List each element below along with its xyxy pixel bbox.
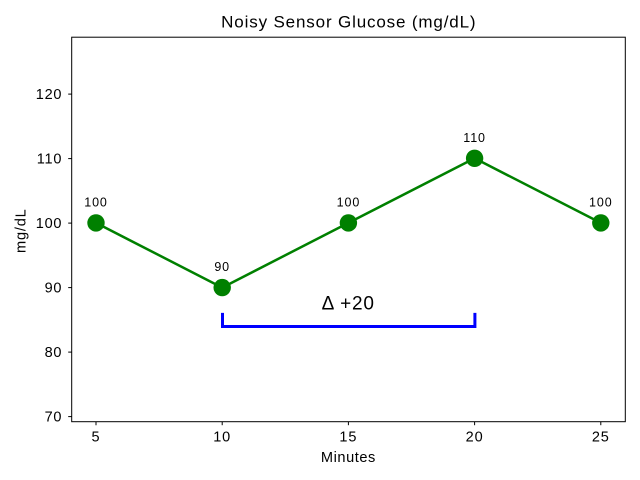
svg-text:5: 5	[92, 430, 101, 446]
svg-text:120: 120	[36, 87, 63, 103]
svg-text:70: 70	[45, 410, 63, 426]
svg-text:25: 25	[592, 430, 610, 446]
svg-text:Minutes: Minutes	[321, 450, 376, 466]
svg-text:110: 110	[463, 131, 486, 145]
svg-text:15: 15	[339, 430, 357, 446]
svg-text:20: 20	[466, 430, 484, 446]
svg-text:100: 100	[589, 196, 613, 210]
svg-text:Noisy Sensor Glucose (mg/dL): Noisy Sensor Glucose (mg/dL)	[221, 13, 476, 32]
svg-text:10: 10	[213, 430, 231, 446]
svg-text:110: 110	[37, 152, 63, 168]
svg-text:100: 100	[337, 196, 361, 210]
svg-text:mg/dL: mg/dL	[14, 208, 30, 253]
svg-text:90: 90	[45, 281, 63, 297]
svg-text:80: 80	[45, 345, 63, 361]
svg-text:90: 90	[214, 260, 230, 274]
svg-text:100: 100	[36, 216, 63, 232]
svg-text:Δ +20: Δ +20	[322, 294, 375, 315]
svg-text:100: 100	[84, 196, 108, 210]
